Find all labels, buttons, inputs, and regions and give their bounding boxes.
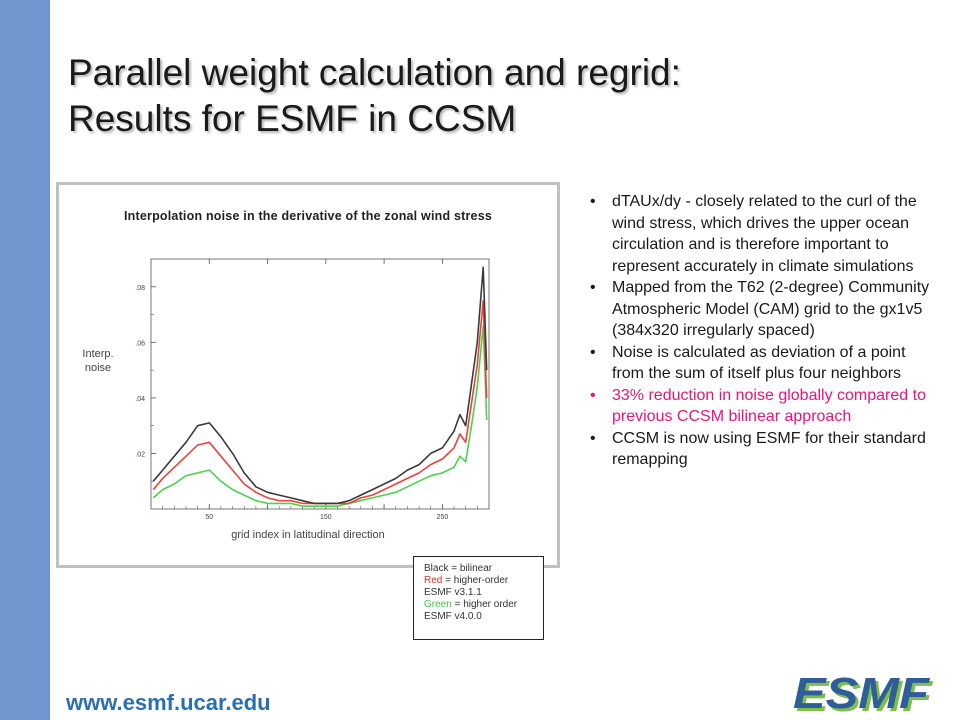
series-line bbox=[152, 299, 488, 505]
noise-plot: .02 .04 .06 .08 50 150 250 bbox=[135, 258, 490, 521]
bullet-item-1: dTAUx/dy - closely related to the curl o… bbox=[588, 191, 932, 277]
legend-red-rest: = higher-order bbox=[442, 575, 509, 586]
legend-red-version: ESMF v3.1.1 bbox=[424, 587, 482, 598]
esmf-logo: ESMF ESMF bbox=[793, 672, 933, 716]
y-tick-label: .06 bbox=[135, 340, 145, 347]
legend-black: Black = bilinear bbox=[424, 563, 493, 574]
left-accent-bar bbox=[0, 0, 50, 720]
bullet-list: dTAUx/dy - closely related to the curl o… bbox=[588, 191, 932, 471]
legend-red: Red = higher-order bbox=[424, 575, 543, 587]
x-axis-label: grid index in latitudinal direction bbox=[231, 529, 385, 541]
bullet-item-3: Noise is calculated as deviation of a po… bbox=[588, 342, 932, 385]
plot-frame bbox=[150, 258, 490, 510]
bullet-item-5: CCSM is now using ESMF for their standar… bbox=[588, 428, 932, 471]
esmf-logo-shadow: ESMF bbox=[796, 672, 933, 716]
chart-title: Interpolation noise in the derivative of… bbox=[123, 209, 492, 223]
legend-green-version: ESMF v4.0.0 bbox=[424, 611, 482, 622]
slide-title-line2: Results for ESMF in CCSM bbox=[68, 98, 517, 139]
legend-box: Black = bilinear Red = higher-order ESMF… bbox=[413, 556, 544, 640]
legend-green: Green = higher order bbox=[424, 599, 543, 611]
y-tick-label: .02 bbox=[135, 451, 145, 458]
y-axis-label-line1: Interp. bbox=[82, 348, 114, 360]
x-tick-label: 150 bbox=[320, 514, 332, 521]
esmf-logo-text: ESMF bbox=[793, 672, 930, 716]
slide-title: Parallel weight calculation and regrid: … bbox=[68, 50, 868, 142]
bullet-item-4-highlight: 33% reduction in noise globally compared… bbox=[588, 385, 932, 428]
series-line bbox=[152, 266, 488, 505]
x-tick-label: 250 bbox=[437, 514, 449, 521]
bullet-item-2: Mapped from the T62 (2-degree) Community… bbox=[588, 277, 932, 342]
chart-panel: Interpolation noise in the derivative of… bbox=[56, 182, 560, 568]
series-line bbox=[152, 324, 488, 508]
y-axis-label-line2: noise bbox=[84, 362, 112, 374]
legend-red-word: Red bbox=[424, 575, 443, 586]
y-tick-label: .04 bbox=[135, 396, 145, 403]
y-tick-label: .08 bbox=[135, 285, 145, 292]
slide-title-line1: Parallel weight calculation and regrid: bbox=[68, 52, 681, 93]
legend-green-rest: = higher order bbox=[451, 599, 518, 610]
legend-green-word: Green bbox=[424, 599, 452, 610]
footer-url: www.esmf.ucar.edu bbox=[66, 690, 271, 715]
x-tick-label: 50 bbox=[205, 514, 213, 521]
y-axis-label: Interp. noise bbox=[75, 347, 121, 375]
